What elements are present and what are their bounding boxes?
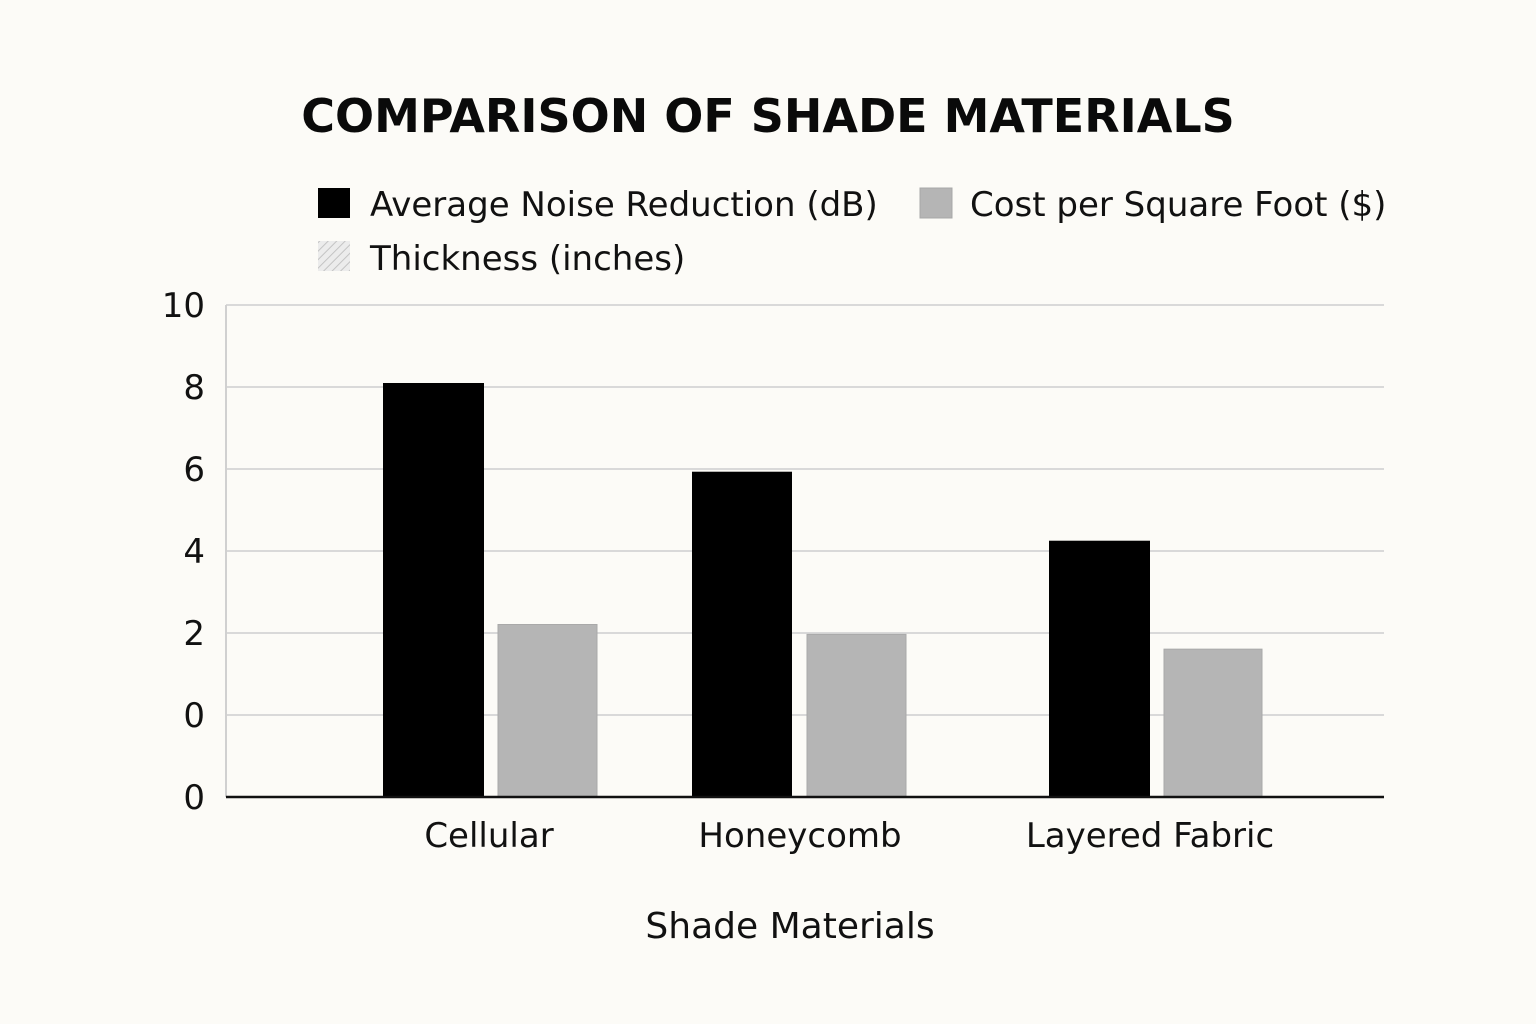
legend-label-noise: Average Noise Reduction (dB) (370, 185, 878, 225)
y-axis-ticks: 10 8 6 4 2 0 0 (162, 286, 205, 818)
bars (383, 383, 1263, 798)
axes (225, 305, 1384, 799)
x-axis-categories: Cellular Honeycomb Layered Fabric (424, 816, 1274, 856)
y-tick-label: 4 (183, 532, 205, 572)
bar-noise-honeycomb (692, 471, 792, 797)
legend: Average Noise Reduction (dB) Cost per Sq… (318, 185, 1386, 279)
x-category-label: Cellular (424, 816, 553, 856)
x-category-label: Layered Fabric (1026, 816, 1274, 856)
legend-swatch-cost (919, 187, 953, 219)
bar-cost-layered-fabric (1163, 648, 1263, 798)
y-tick-label: 6 (183, 450, 205, 490)
y-tick-label: 10 (162, 286, 205, 326)
y-tick-label: 0 (183, 696, 205, 736)
y-tick-label: 0 (183, 778, 205, 818)
y-tick-label: 2 (183, 614, 205, 654)
legend-label-cost: Cost per Square Foot ($) (970, 185, 1386, 225)
chart-title: COMPARISON OF SHADE MATERIALS (301, 89, 1235, 143)
legend-swatch-thickness (318, 241, 350, 271)
bar-cost-honeycomb (806, 633, 907, 798)
bar-noise-cellular (383, 383, 484, 797)
bar-cost-cellular (497, 624, 598, 798)
bar-noise-layered-fabric (1049, 540, 1150, 797)
y-tick-label: 8 (183, 368, 205, 408)
x-axis-title: Shade Materials (645, 906, 934, 947)
x-category-label: Honeycomb (698, 816, 901, 856)
legend-label-thickness: Thickness (inches) (369, 239, 685, 279)
legend-swatch-noise (318, 188, 350, 218)
